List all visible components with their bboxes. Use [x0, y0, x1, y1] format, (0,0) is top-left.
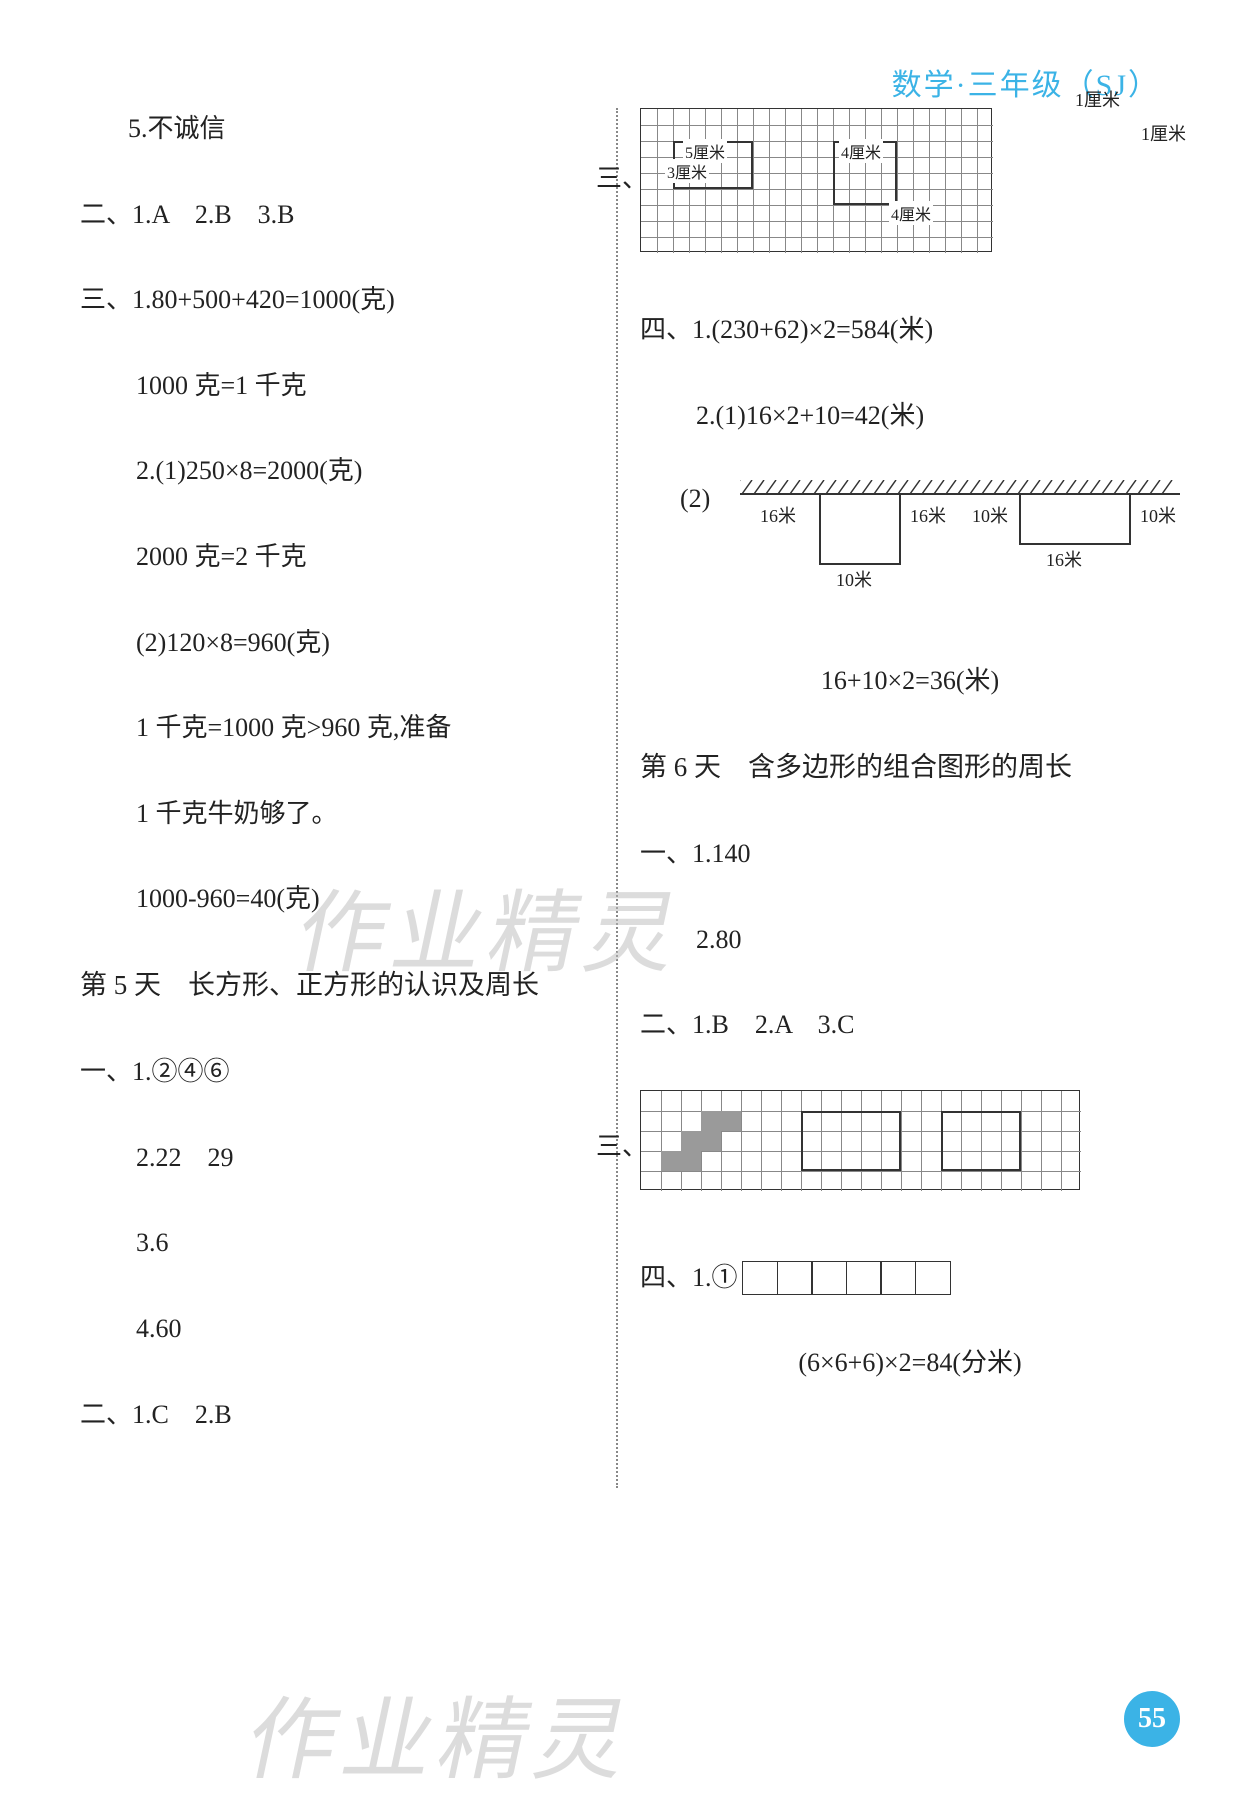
text-line: (2)120×8=960(克) [80, 622, 590, 664]
svg-text:16米: 16米 [910, 506, 946, 526]
grid-diagram-mid [640, 1090, 1080, 1190]
text-line: 一、1.140 [640, 833, 1180, 875]
grid-diagram-top: 5厘米3厘米4厘米4厘米 [640, 108, 992, 252]
boxes-row-wrapper: 四、1.① [640, 1257, 1180, 1299]
box-cell [742, 1261, 778, 1295]
text-line: 2.22 29 [80, 1137, 590, 1179]
text-line: 二、1.C 2.B [80, 1394, 590, 1436]
grid-diagram-top-wrapper: 1厘米 1厘米 三、 5厘米3厘米4厘米4厘米 [640, 108, 1180, 259]
text-line: 三、1.80+500+420=1000(克) [80, 279, 590, 321]
text-line: 二、1.B 2.A 3.C [640, 1004, 1180, 1046]
right-column: 1厘米 1厘米 三、 5厘米3厘米4厘米4厘米 四、1.(230+62)×2=5… [640, 108, 1180, 1428]
svg-text:10米: 10米 [1140, 506, 1176, 526]
text-line: 1000 克=1 千克 [80, 365, 590, 407]
text-line: 四、1.(230+62)×2=584(米) [640, 309, 1180, 351]
watermark: 作业精灵 [236, 1667, 648, 1797]
box-cell [846, 1261, 882, 1295]
page-number-badge: 55 [1124, 1691, 1180, 1747]
box-cell [880, 1261, 916, 1295]
section-title-day5: 第 5 天 长方形、正方形的认识及周长 [80, 964, 590, 1007]
text-line: 16+10×2=36(米) [640, 660, 1180, 702]
text-line: 4.60 [80, 1308, 590, 1350]
text-line: 二、1.A 2.B 3.B [80, 194, 590, 236]
text-line: 一、1.②④⑥ [80, 1051, 590, 1093]
grid-diagram-mid-wrapper: 三、 [640, 1090, 1180, 1197]
text-line: 2000 克=2 千克 [80, 536, 590, 578]
text-line: 2.(1)16×2+10=42(米) [640, 395, 1180, 437]
subpart-label: (2) [680, 484, 710, 514]
text-line: 5.不诚信 [80, 108, 590, 150]
grid-label-right: 1厘米 [1141, 120, 1186, 146]
section-title-day6: 第 6 天 含多边形的组合图形的周长 [640, 746, 1180, 789]
svg-text:16米: 16米 [760, 506, 796, 526]
text-line: (6×6+6)×2=84(分米) [640, 1342, 1180, 1384]
text-line: 3.6 [80, 1222, 590, 1264]
box-row [744, 1261, 951, 1295]
svg-text:10米: 10米 [836, 570, 872, 590]
answer-prefix: 四、1.① [640, 1257, 738, 1299]
answer-text: 5.不诚信 [80, 114, 226, 143]
text-line: 1 千克牛奶够了。 [80, 793, 590, 835]
box-cell [915, 1261, 951, 1295]
text-line: 2.(1)250×8=2000(克) [80, 450, 590, 492]
text-line: 1 千克=1000 克>960 克,准备 [80, 707, 590, 749]
text-line: 2.80 [640, 919, 1180, 961]
fence-diagram: 16米 16米 10米 10米 10米 16米 [740, 480, 1180, 610]
box-cell [811, 1261, 847, 1295]
fence-diagram-wrapper: (2) 16米 16米 10米 10米 10米 16米 [640, 480, 1180, 620]
svg-text:16米: 16米 [1046, 550, 1082, 570]
grid-label-top: 1厘米 [1075, 86, 1120, 112]
left-column: 5.不诚信 二、1.A 2.B 3.B 三、1.80+500+420=1000(… [80, 108, 590, 1479]
text-line: 1000-960=40(克) [80, 878, 590, 920]
box-cell [777, 1261, 813, 1295]
column-divider [616, 108, 618, 1488]
svg-text:10米: 10米 [972, 506, 1008, 526]
